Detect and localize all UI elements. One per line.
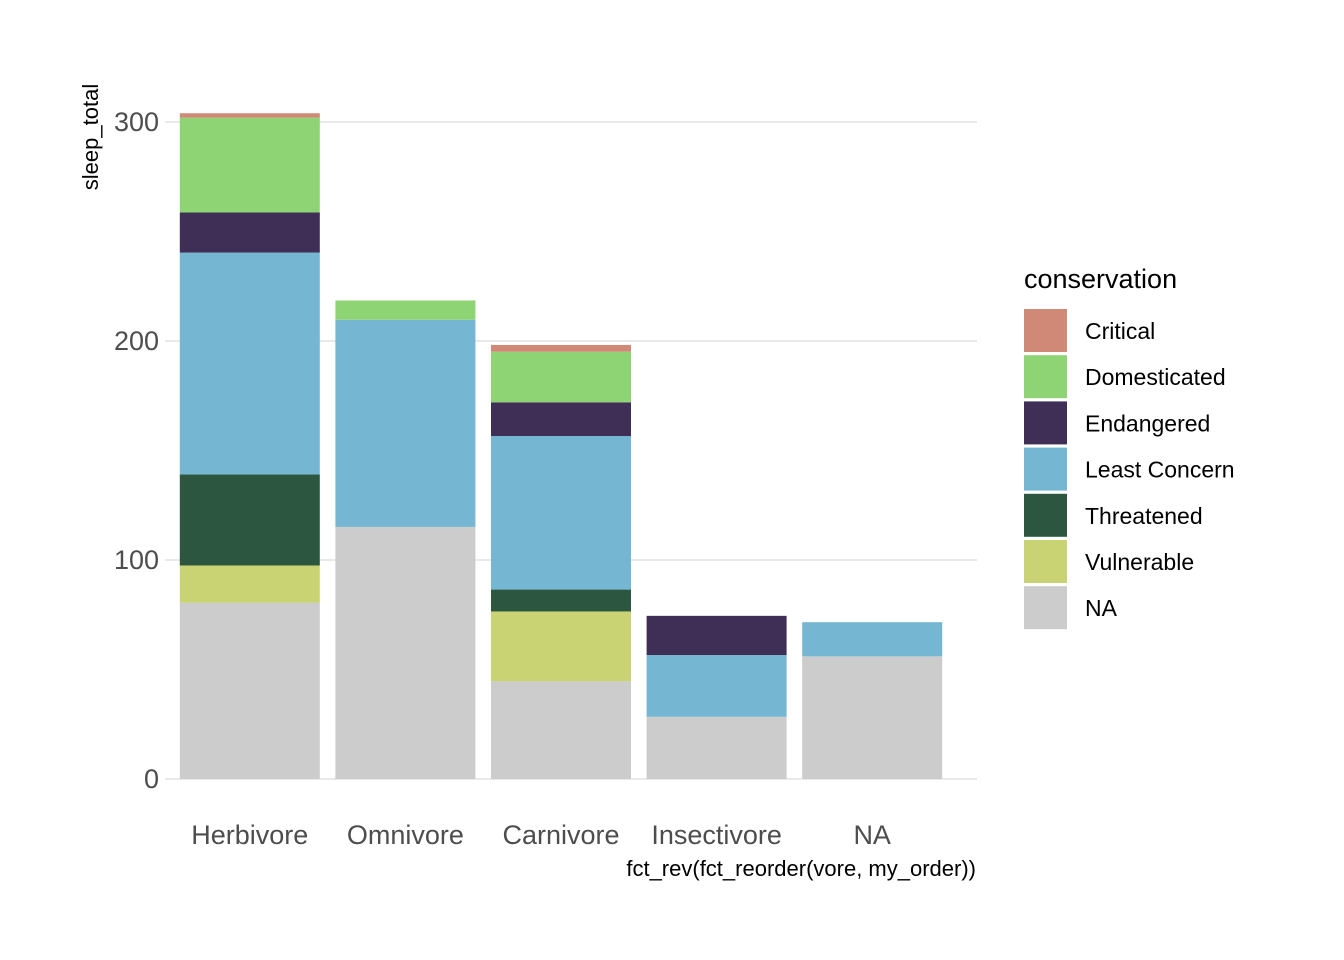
- bar-segment: [179, 212, 320, 253]
- bar-segment: [491, 436, 631, 590]
- bar-segment: [179, 602, 320, 779]
- y-tick-label: 0: [144, 764, 159, 794]
- legend-swatch: [1024, 493, 1067, 537]
- bar-segment: [179, 252, 320, 475]
- legend-swatch: [1024, 309, 1067, 352]
- bar-segment: [179, 117, 320, 213]
- legend-label: Threatened: [1085, 503, 1203, 529]
- x-axis-ticks: Herbivore Omnivore Carnivore Insectivore NA: [191, 820, 891, 850]
- x-tick-label: Carnivore: [502, 820, 619, 850]
- bar-segment: [491, 681, 631, 779]
- legend-label: NA: [1085, 595, 1118, 621]
- legend-label: Least Concern: [1085, 457, 1235, 483]
- bar-segment: [491, 402, 631, 437]
- x-axis-title: fct_rev(fct_reorder(vore, my_order)): [626, 856, 976, 881]
- bar-segment: [802, 656, 943, 779]
- y-tick-label: 100: [114, 545, 159, 575]
- y-tick-label: 300: [114, 107, 159, 137]
- x-tick-label: Insectivore: [651, 820, 782, 850]
- bar-segment: [802, 622, 943, 657]
- bar-segment: [491, 344, 631, 352]
- legend-label: Domesticated: [1085, 364, 1226, 390]
- legend-label: Vulnerable: [1085, 549, 1194, 575]
- legend-swatch: [1024, 540, 1067, 583]
- legend-swatch: [1024, 447, 1067, 491]
- bar-segment: [179, 113, 320, 118]
- bar-segment: [335, 319, 476, 527]
- bars: [179, 113, 943, 779]
- legend-title: conservation: [1024, 264, 1177, 294]
- bar-segment: [335, 300, 476, 320]
- legend: conservation Critical Domesticated Endange…: [1024, 264, 1235, 630]
- x-tick-label: NA: [853, 820, 891, 850]
- bar-segment: [646, 615, 787, 656]
- y-axis-ticks: 0 100 200 300: [114, 107, 159, 794]
- bar-segment: [491, 351, 631, 403]
- y-axis-title: sleep_total: [78, 84, 103, 190]
- bar-segment: [646, 655, 787, 717]
- x-tick-label: Omnivore: [347, 820, 464, 850]
- bar-segment: [179, 565, 320, 603]
- legend-swatch: [1024, 586, 1067, 630]
- bar-segment: [335, 526, 476, 779]
- y-tick-label: 200: [114, 326, 159, 356]
- x-tick-label: Herbivore: [191, 820, 308, 850]
- bar-segment: [646, 716, 787, 779]
- bar-segment: [179, 474, 320, 566]
- bar-segment: [491, 611, 631, 682]
- legend-swatch: [1024, 401, 1067, 445]
- legend-label: Critical: [1085, 318, 1155, 344]
- legend-swatch: [1024, 355, 1067, 399]
- bar-segment: [491, 589, 631, 612]
- legend-label: Endangered: [1085, 410, 1210, 436]
